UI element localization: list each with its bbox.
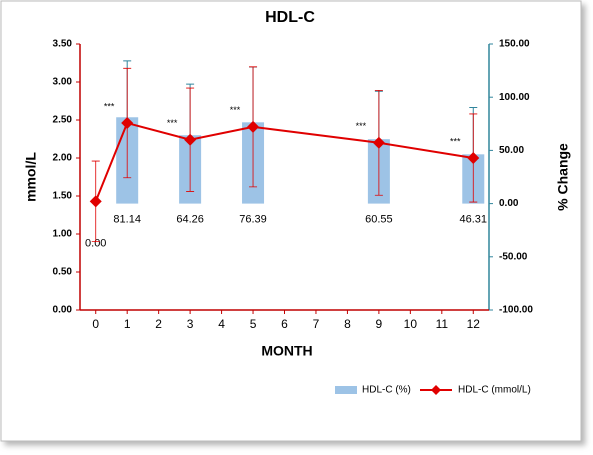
x-tick-label: 3 [187, 317, 194, 331]
value-label: 0.00 [85, 238, 106, 250]
value-label: 60.55 [365, 214, 393, 226]
y-tick-label: 2.00 [53, 153, 73, 164]
marker [89, 195, 102, 208]
significance-label: *** [450, 136, 461, 146]
x-tick-label: 9 [376, 317, 383, 331]
value-label: 81.14 [113, 214, 141, 226]
y-tick-label: 1.50 [53, 191, 73, 202]
legend-label: HDL-C (%) [362, 385, 411, 396]
significance-label: *** [104, 101, 115, 111]
legend-label: HDL-C (mmol/L) [458, 385, 531, 396]
y2-tick-label: 100.00 [499, 92, 530, 103]
line [94, 121, 474, 202]
chart-title: HDL-C [265, 9, 315, 26]
marker [467, 152, 480, 164]
y-tick-label: 1.00 [53, 229, 73, 240]
y2-axis-label: % Change [555, 143, 571, 211]
value-label: 76.39 [239, 214, 267, 226]
marker [184, 133, 197, 146]
x-tick-label: 5 [250, 317, 257, 331]
y2-tick-label: -50.00 [499, 251, 528, 262]
significance-label: *** [230, 105, 241, 115]
y2-tick-label: 150.00 [499, 39, 530, 50]
x-tick-label: 10 [404, 317, 418, 331]
significance-label: *** [356, 121, 367, 131]
x-tick-label: 11 [436, 317, 449, 331]
y2-tick-label: -100.00 [499, 305, 533, 316]
x-tick-label: 0 [92, 317, 99, 331]
marker [247, 120, 260, 133]
y-tick-label: 0.00 [53, 305, 73, 316]
y-tick-label: 0.50 [53, 267, 73, 278]
value-label: 64.26 [176, 214, 204, 226]
x-tick-label: 7 [313, 317, 320, 331]
x-tick-label: 6 [281, 317, 288, 331]
marker [372, 136, 385, 149]
chart-frame [0, 0, 582, 442]
x-tick-label: 12 [467, 317, 481, 331]
y2-tick-label: 50.00 [499, 145, 524, 156]
x-tick-label: 8 [344, 317, 351, 331]
x-tick-label: 4 [218, 317, 225, 331]
y-tick-label: 2.50 [53, 115, 73, 126]
value-label: 46.31 [460, 214, 488, 226]
x-tick-label: 1 [124, 317, 131, 331]
legend-swatch [335, 386, 357, 394]
x-axis-label: MONTH [261, 343, 312, 359]
x-tick-label: 2 [155, 317, 162, 331]
marker [121, 117, 134, 130]
y-axis-label: mmol/L [23, 152, 39, 202]
y2-tick-label: 0.00 [499, 198, 519, 209]
y-tick-label: 3.00 [53, 77, 73, 88]
legend-marker [431, 385, 441, 395]
y-tick-label: 3.50 [53, 39, 73, 50]
significance-label: *** [167, 118, 178, 128]
